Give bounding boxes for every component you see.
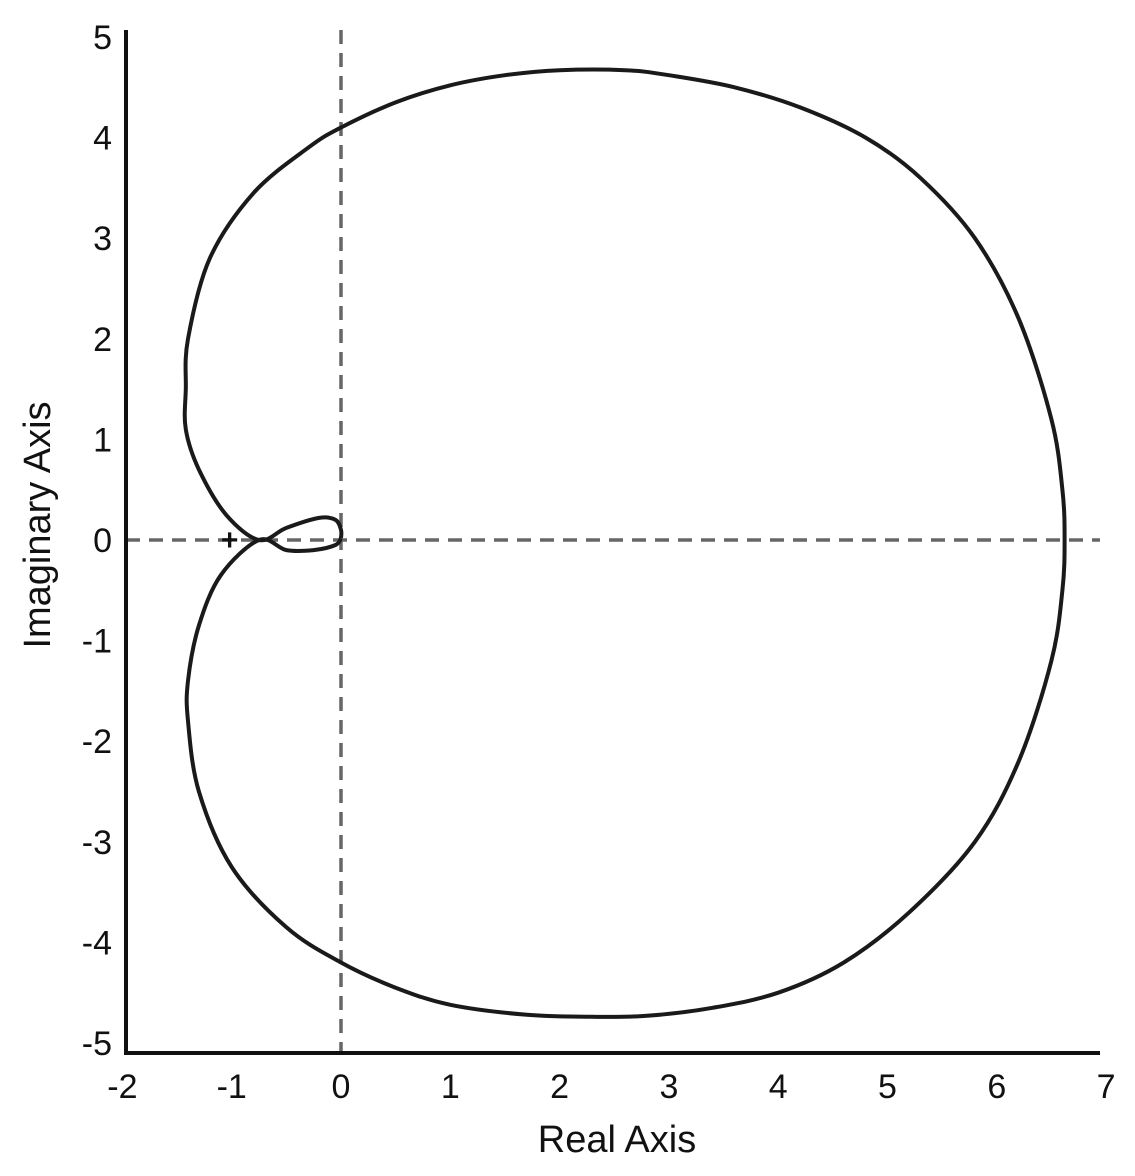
nyquist-curve	[182, 67, 1067, 1019]
y-axis-title: Imaginary Axis	[17, 401, 59, 648]
x-tick-label: 0	[332, 1068, 351, 1106]
y-tick-label: 4	[93, 120, 112, 158]
y-tick-label: -4	[82, 924, 112, 962]
x-tick-label: 7	[1097, 1068, 1116, 1106]
y-tick-label: -1	[82, 623, 112, 661]
series-group	[182, 67, 1067, 1019]
x-tick-label: 5	[878, 1068, 897, 1106]
axes	[124, 30, 1100, 1055]
x-tick-label: 2	[550, 1068, 569, 1106]
y-tick-label: -2	[82, 723, 112, 761]
x-tick-label: -2	[107, 1068, 137, 1106]
x-tick-label: 6	[987, 1068, 1006, 1106]
x-tick-label: 3	[659, 1068, 678, 1106]
x-tick-label: 1	[441, 1068, 460, 1106]
x-tick-labels: -2 -1 0 1 2 3 4 5 6 7	[107, 1068, 1115, 1106]
x-tick-label: -1	[217, 1068, 247, 1106]
y-tick-label: 1	[93, 421, 112, 459]
y-tick-label: 2	[93, 321, 112, 359]
x-axis-title: Real Axis	[538, 1119, 696, 1161]
y-tick-label: -5	[82, 1025, 112, 1063]
y-tick-labels: 5 4 3 2 1 0 -1 -2 -3 -4 -5	[82, 19, 112, 1063]
y-tick-label: 5	[93, 19, 112, 57]
critical-point-marker: +	[221, 524, 239, 557]
y-tick-label: -3	[82, 824, 112, 862]
y-tick-label: 3	[93, 220, 112, 258]
x-tick-label: 4	[769, 1068, 788, 1106]
y-tick-label: 0	[93, 522, 112, 560]
